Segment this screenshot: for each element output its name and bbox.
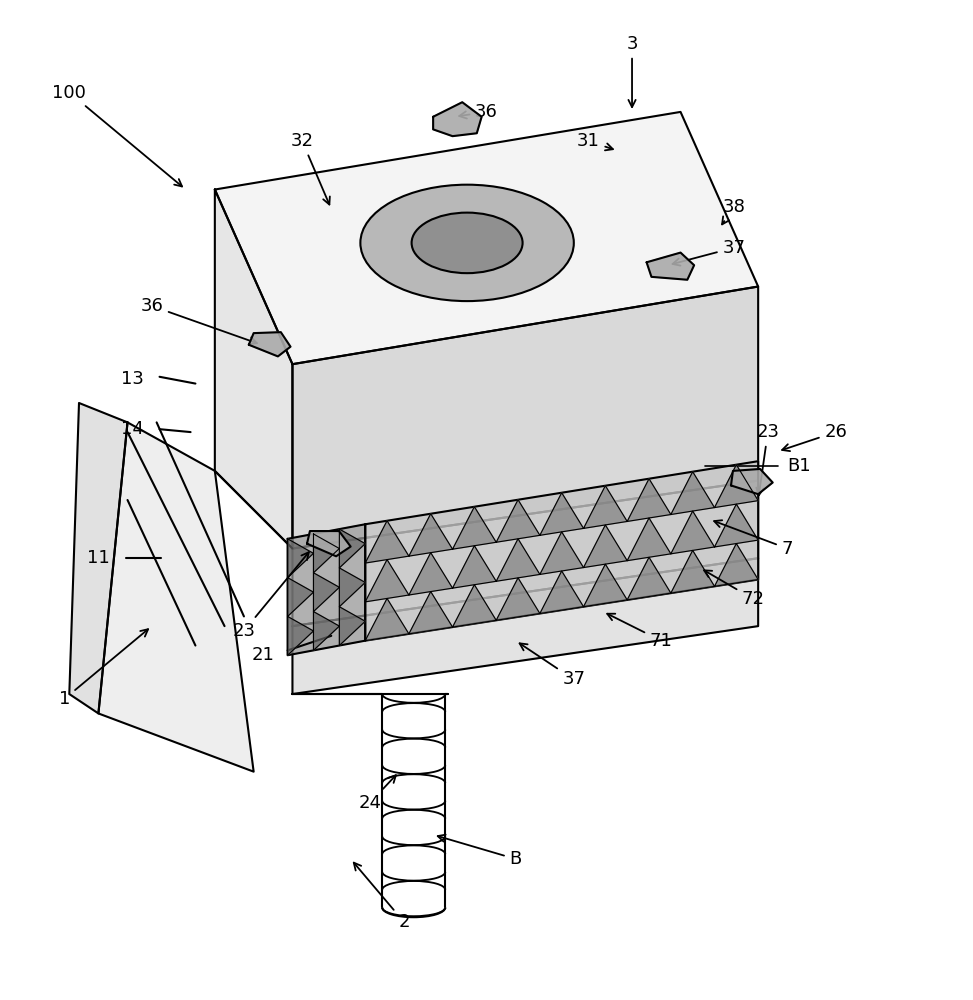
- Polygon shape: [307, 531, 350, 556]
- Polygon shape: [98, 422, 254, 772]
- Text: B1: B1: [787, 457, 811, 475]
- Text: 23: 23: [233, 552, 308, 640]
- Text: 38: 38: [722, 198, 745, 224]
- Text: 26: 26: [782, 423, 847, 451]
- Polygon shape: [409, 553, 452, 595]
- Polygon shape: [340, 568, 365, 607]
- Polygon shape: [288, 539, 313, 578]
- Polygon shape: [340, 607, 365, 646]
- Polygon shape: [496, 539, 540, 581]
- Polygon shape: [215, 190, 293, 549]
- Text: 100: 100: [53, 84, 182, 186]
- Text: 71: 71: [607, 614, 672, 650]
- Polygon shape: [293, 287, 758, 549]
- Polygon shape: [293, 558, 758, 694]
- Polygon shape: [313, 534, 340, 573]
- Text: 2: 2: [354, 863, 410, 931]
- Polygon shape: [496, 500, 540, 542]
- Text: 14: 14: [121, 420, 144, 438]
- Text: 72: 72: [704, 570, 765, 608]
- Polygon shape: [670, 511, 714, 554]
- Polygon shape: [714, 544, 758, 586]
- Text: 37: 37: [520, 643, 586, 688]
- Polygon shape: [409, 592, 452, 634]
- Polygon shape: [340, 529, 365, 568]
- Polygon shape: [628, 557, 670, 600]
- Polygon shape: [647, 253, 694, 280]
- Polygon shape: [433, 102, 482, 136]
- Polygon shape: [313, 573, 340, 612]
- Polygon shape: [288, 616, 313, 655]
- Polygon shape: [249, 332, 291, 356]
- Text: 1: 1: [58, 629, 148, 708]
- Text: 3: 3: [627, 35, 637, 107]
- Polygon shape: [452, 507, 496, 549]
- Text: 32: 32: [291, 132, 330, 205]
- Polygon shape: [365, 461, 758, 641]
- Polygon shape: [670, 472, 714, 515]
- Polygon shape: [731, 469, 773, 494]
- Polygon shape: [714, 504, 758, 547]
- Polygon shape: [540, 532, 584, 574]
- Polygon shape: [313, 612, 340, 650]
- Text: 24: 24: [359, 775, 396, 812]
- Polygon shape: [540, 493, 584, 535]
- Text: 31: 31: [577, 132, 613, 150]
- Polygon shape: [496, 578, 540, 620]
- Polygon shape: [714, 465, 758, 508]
- Polygon shape: [584, 564, 628, 607]
- Text: 37: 37: [672, 239, 745, 266]
- Text: 13: 13: [121, 370, 144, 388]
- Polygon shape: [584, 525, 628, 568]
- Text: 36: 36: [140, 297, 257, 344]
- Polygon shape: [69, 403, 127, 713]
- Polygon shape: [452, 546, 496, 588]
- Ellipse shape: [412, 213, 523, 273]
- Ellipse shape: [360, 185, 574, 301]
- Polygon shape: [365, 560, 409, 602]
- Polygon shape: [409, 514, 452, 556]
- Text: 23: 23: [756, 423, 779, 495]
- Polygon shape: [215, 112, 758, 364]
- Polygon shape: [288, 578, 313, 616]
- Text: 21: 21: [252, 646, 274, 664]
- Polygon shape: [293, 481, 758, 626]
- Polygon shape: [365, 521, 409, 563]
- Text: B: B: [438, 835, 522, 868]
- Text: 36: 36: [459, 103, 498, 121]
- Polygon shape: [288, 524, 365, 655]
- Polygon shape: [670, 550, 714, 593]
- Polygon shape: [540, 571, 584, 614]
- Polygon shape: [584, 486, 628, 528]
- Polygon shape: [628, 479, 670, 521]
- Text: 7: 7: [714, 520, 793, 558]
- Polygon shape: [452, 585, 496, 627]
- Polygon shape: [628, 518, 670, 561]
- Text: 11: 11: [87, 549, 110, 567]
- Polygon shape: [365, 598, 409, 641]
